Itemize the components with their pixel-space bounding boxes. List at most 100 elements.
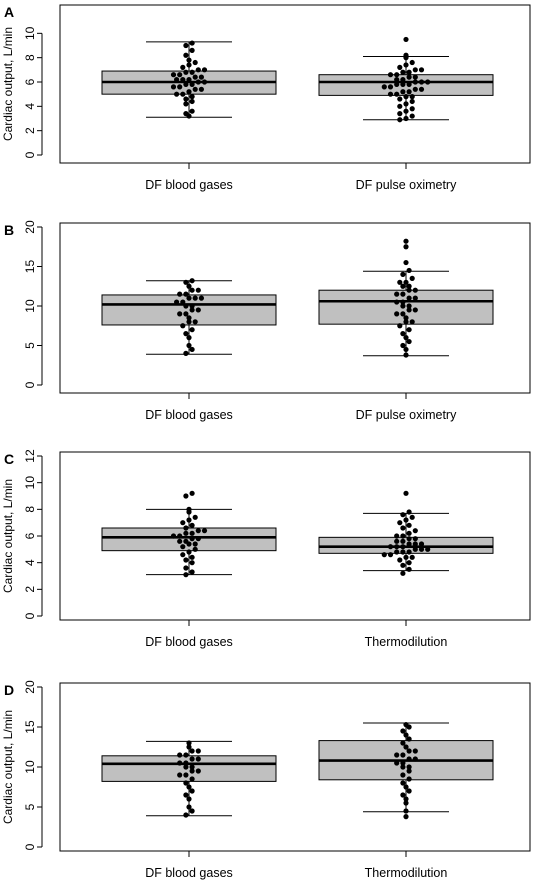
data-point [412, 67, 418, 73]
data-point [183, 565, 189, 571]
data-point [186, 784, 192, 790]
data-point [412, 536, 418, 542]
data-point [183, 525, 189, 531]
data-point [406, 536, 412, 542]
data-point [418, 541, 425, 547]
data-point [400, 544, 406, 550]
data-point [198, 295, 204, 301]
data-point [186, 319, 192, 325]
data-point [394, 291, 400, 297]
data-point [177, 533, 183, 539]
data-point [189, 69, 195, 75]
data-point [406, 549, 412, 555]
data-point [177, 538, 183, 544]
data-point [189, 536, 195, 542]
data-point [170, 84, 177, 90]
data-point [192, 319, 198, 325]
data-point [400, 303, 406, 309]
data-point [183, 572, 189, 578]
data-point [400, 780, 406, 786]
data-point [403, 490, 409, 496]
data-point [192, 86, 198, 92]
data-point [406, 724, 412, 730]
data-point [403, 62, 409, 68]
y-tick-label: 10 [23, 26, 37, 40]
x-tick-label: DF pulse oximetry [356, 178, 457, 192]
data-point [403, 744, 409, 750]
data-point [418, 67, 425, 73]
y-tick-label: 20 [23, 680, 37, 694]
data-point [183, 772, 189, 778]
panel-b: B 0 5 10 15 20 DF blood gases DF pulse oximetry [4, 220, 531, 422]
y-tick-label: 15 [23, 260, 37, 274]
data-point [409, 275, 415, 281]
data-point [397, 117, 403, 123]
data-point [394, 760, 400, 766]
data-point [400, 271, 406, 277]
data-point [183, 557, 189, 563]
data-point [174, 299, 180, 305]
data-point [400, 291, 406, 297]
data-point [406, 530, 412, 536]
data-point [394, 81, 400, 88]
data-point [409, 59, 415, 66]
y-tick-label: 0 [23, 381, 37, 388]
data-point [195, 79, 201, 85]
data-point [406, 736, 412, 742]
data-point [189, 307, 195, 313]
data-point [189, 522, 195, 528]
data-point [406, 89, 412, 95]
data-point [406, 69, 412, 75]
data-point [186, 57, 192, 63]
y-tick-label: 6 [23, 78, 37, 85]
data-point [403, 517, 409, 523]
y-tick-label: 10 [23, 299, 37, 313]
data-point [186, 76, 192, 83]
data-point [174, 91, 180, 97]
x-tick-label: Thermodilution [365, 866, 448, 880]
data-point [201, 528, 208, 534]
data-point [177, 752, 183, 758]
data-point [403, 115, 409, 122]
data-point [170, 72, 177, 78]
x-tick-label: DF blood gases [145, 635, 233, 649]
data-point [189, 530, 195, 536]
data-point [397, 111, 403, 117]
data-point [397, 64, 403, 70]
data-point [189, 108, 195, 114]
data-point [183, 279, 189, 285]
data-point [186, 740, 192, 746]
data-point [189, 776, 195, 782]
data-point [183, 291, 189, 297]
data-point [195, 307, 201, 313]
data-point [183, 42, 189, 49]
data-point [189, 94, 195, 100]
data-point [406, 287, 412, 293]
x-tick-label: Thermodilution [365, 635, 448, 649]
data-point [403, 315, 409, 321]
data-point [406, 560, 412, 566]
data-point [397, 520, 403, 526]
data-point [403, 244, 409, 250]
data-point [387, 552, 394, 558]
data-point [418, 79, 425, 85]
data-point [406, 788, 412, 794]
data-point [400, 299, 406, 305]
plot-frame [59, 451, 531, 621]
data-point [400, 89, 406, 95]
data-point [403, 259, 409, 266]
x-tick-label: DF blood gases [145, 866, 233, 880]
data-point [189, 768, 195, 774]
data-point [186, 549, 192, 555]
x-tick-label: DF pulse oximetry [356, 408, 457, 422]
data-point [183, 81, 189, 88]
data-point [403, 554, 409, 560]
data-point [189, 569, 195, 575]
data-point [406, 295, 412, 301]
data-point [406, 303, 412, 309]
data-point [412, 307, 418, 313]
data-point [403, 784, 409, 790]
data-point [195, 528, 201, 534]
data-point [186, 283, 192, 289]
